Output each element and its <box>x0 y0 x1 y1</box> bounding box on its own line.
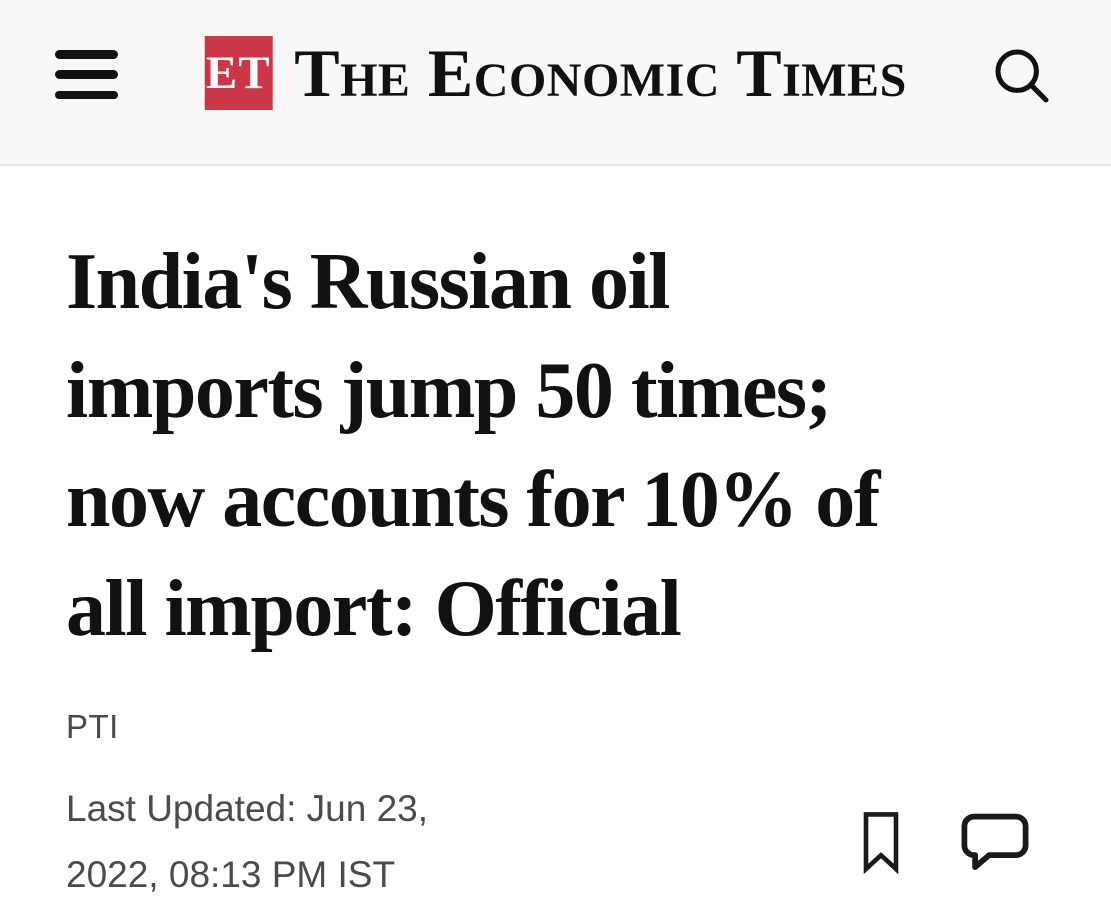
menu-bar <box>55 50 118 59</box>
comment-icon-glyph <box>961 813 1029 870</box>
article-headline: India's Russian oil imports jump 50 time… <box>66 228 1045 664</box>
search-icon-glyph <box>995 49 1049 103</box>
menu-bar <box>55 70 118 79</box>
menu-bar <box>55 90 118 99</box>
headline-line: now accounts for 10% of <box>66 456 880 544</box>
headline-line: all import: Official <box>66 565 682 653</box>
masthead-title: The Economic Times <box>294 35 907 111</box>
article-actions <box>857 809 1045 875</box>
byline-agency: PTI <box>66 708 119 745</box>
hamburger-menu-icon[interactable] <box>55 50 118 99</box>
headline-line: India's Russian oil <box>66 238 670 326</box>
last-updated-timestamp: Last Updated: Jun 23, 2022, 08:13 PM IST <box>66 776 857 908</box>
meta-row: Last Updated: Jun 23, 2022, 08:13 PM IST <box>66 776 1045 908</box>
et-logo-badge: ET <box>204 36 273 110</box>
bookmark-icon-glyph <box>863 812 899 875</box>
article-content: India's Russian oil imports jump 50 time… <box>0 228 1111 908</box>
bookmark-icon[interactable] <box>857 809 905 875</box>
search-icon[interactable] <box>990 44 1054 108</box>
app-header: ET The Economic Times <box>0 0 1111 166</box>
economic-times-logo[interactable]: ET The Economic Times <box>204 36 907 110</box>
last-updated-line: 2022, 08:13 PM IST <box>66 854 396 895</box>
headline-line: imports jump 50 times; <box>66 347 832 435</box>
last-updated-line: Last Updated: Jun 23, <box>66 788 429 829</box>
comment-icon[interactable] <box>961 813 1029 871</box>
